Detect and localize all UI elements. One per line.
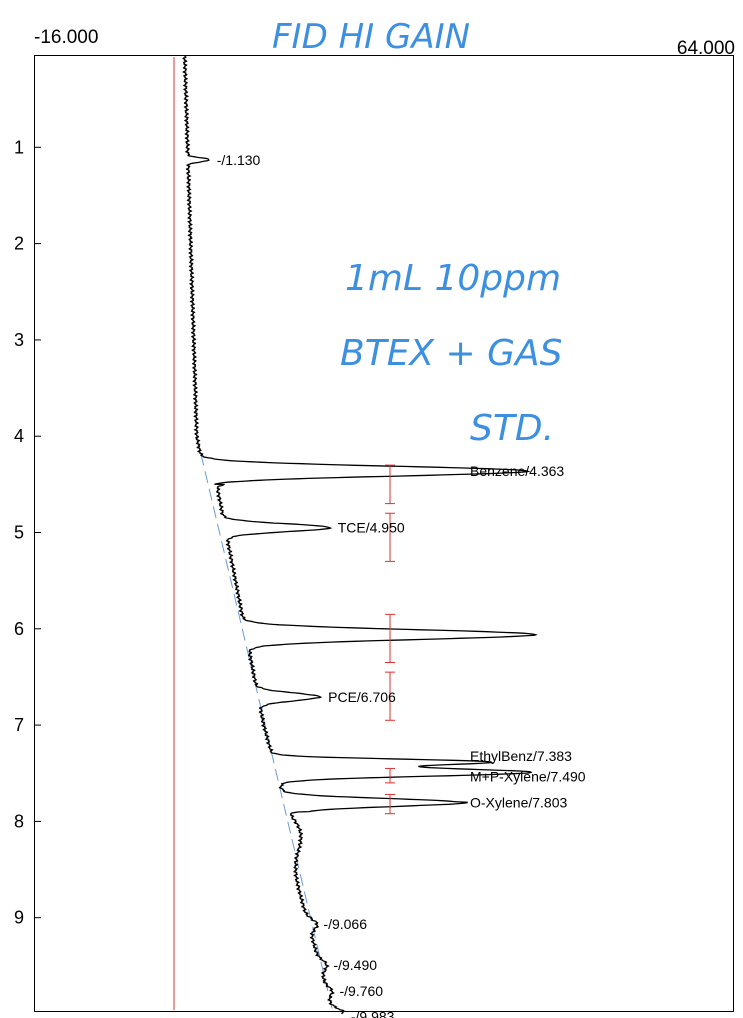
- x-axis-min-label: -16.000: [34, 27, 99, 48]
- y-tick-label: 5: [14, 523, 24, 543]
- y-tick-label: 1: [14, 137, 24, 157]
- handwritten-note-line-3: STD.: [470, 408, 554, 449]
- y-tick-label: 6: [14, 619, 24, 639]
- peak-label: -/9.983: [351, 1008, 395, 1018]
- x-axis-max-label: 64.000: [676, 38, 735, 59]
- peak-label: PCE/6.706: [328, 689, 396, 705]
- peak-label: -/9.490: [333, 957, 377, 973]
- handwritten-note-line-1: 1mL 10ppm: [345, 258, 561, 299]
- peak-label: -/1.130: [217, 152, 261, 168]
- peak-label: EthylBenz/7.383: [470, 748, 572, 764]
- peak-label: -/9.066: [323, 916, 367, 932]
- peak-label: O-Xylene/7.803: [470, 794, 567, 810]
- y-tick-label: 4: [14, 426, 24, 446]
- peak-label: -/9.760: [340, 983, 384, 999]
- peak-label: TCE/4.950: [338, 520, 405, 536]
- y-tick-label: 7: [14, 715, 24, 735]
- handwritten-header: FID HI GAIN: [272, 17, 470, 57]
- peak-label: Benzene/4.363: [470, 463, 564, 479]
- handwritten-note-line-2: BTEX + GAS: [340, 333, 563, 374]
- plot-frame: [34, 55, 734, 1012]
- y-tick-label: 2: [14, 234, 24, 254]
- y-tick-label: 8: [14, 811, 24, 831]
- peak-label: M+P-Xylene/7.490: [470, 768, 586, 784]
- y-tick-label: 3: [14, 330, 24, 350]
- signal-trace: [182, 55, 538, 1015]
- baseline-dashed: [196, 436, 334, 1015]
- y-tick-label: 9: [14, 908, 24, 928]
